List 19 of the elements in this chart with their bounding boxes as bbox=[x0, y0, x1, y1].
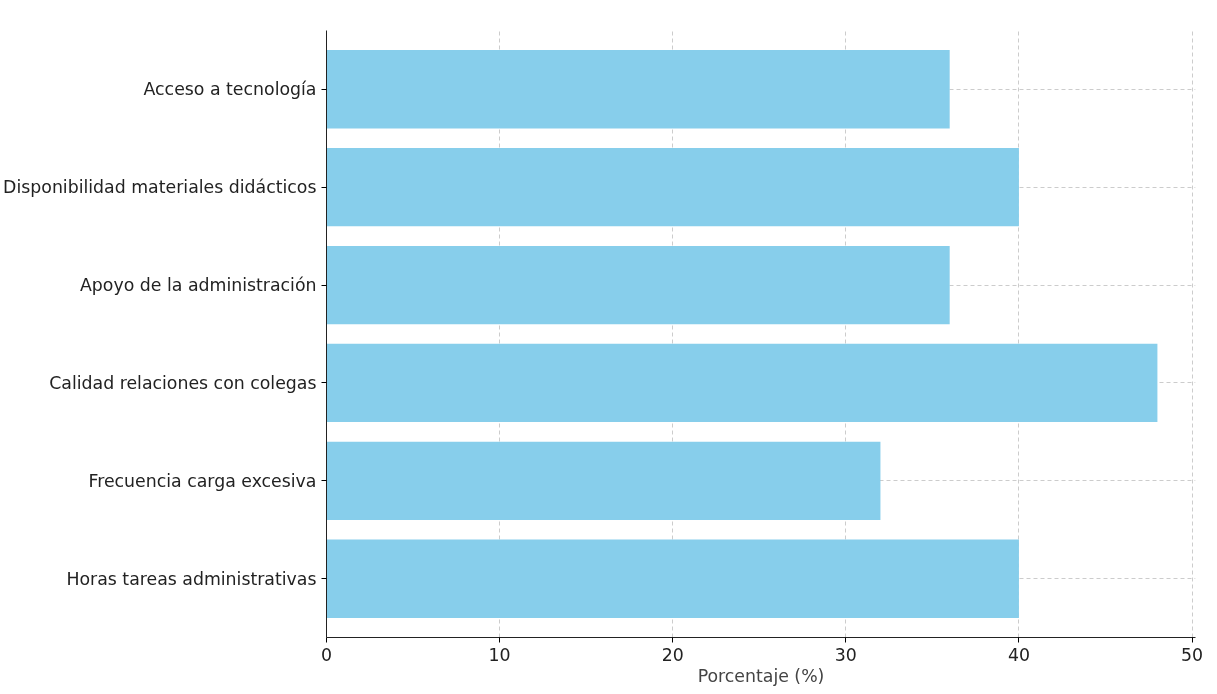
y-tick-label: Apoyo de la administración bbox=[79, 275, 317, 296]
bar bbox=[326, 441, 881, 521]
x-axis-title: Porcentaje (%) bbox=[697, 665, 825, 686]
bar bbox=[326, 147, 1019, 227]
bar bbox=[326, 245, 950, 325]
y-tick-label: Horas tareas administrativas bbox=[66, 568, 317, 589]
x-tick-label: 30 bbox=[834, 644, 857, 665]
bar bbox=[326, 343, 1158, 423]
x-tick-label: 20 bbox=[661, 644, 684, 665]
y-tick-label: Acceso a tecnología bbox=[143, 79, 317, 100]
bar bbox=[326, 539, 1019, 618]
bar bbox=[326, 50, 950, 129]
x-tick-label: 40 bbox=[1007, 644, 1030, 665]
x-tick-label: 50 bbox=[1181, 644, 1204, 665]
y-tick-label: Frecuencia carga excesiva bbox=[88, 470, 317, 491]
x-tick-label: 10 bbox=[488, 644, 511, 665]
y-tick-label: Disponibilidad materiales didácticos bbox=[3, 177, 317, 198]
x-tick-label: 0 bbox=[320, 644, 333, 665]
y-tick-label: Calidad relaciones con colegas bbox=[49, 372, 317, 393]
